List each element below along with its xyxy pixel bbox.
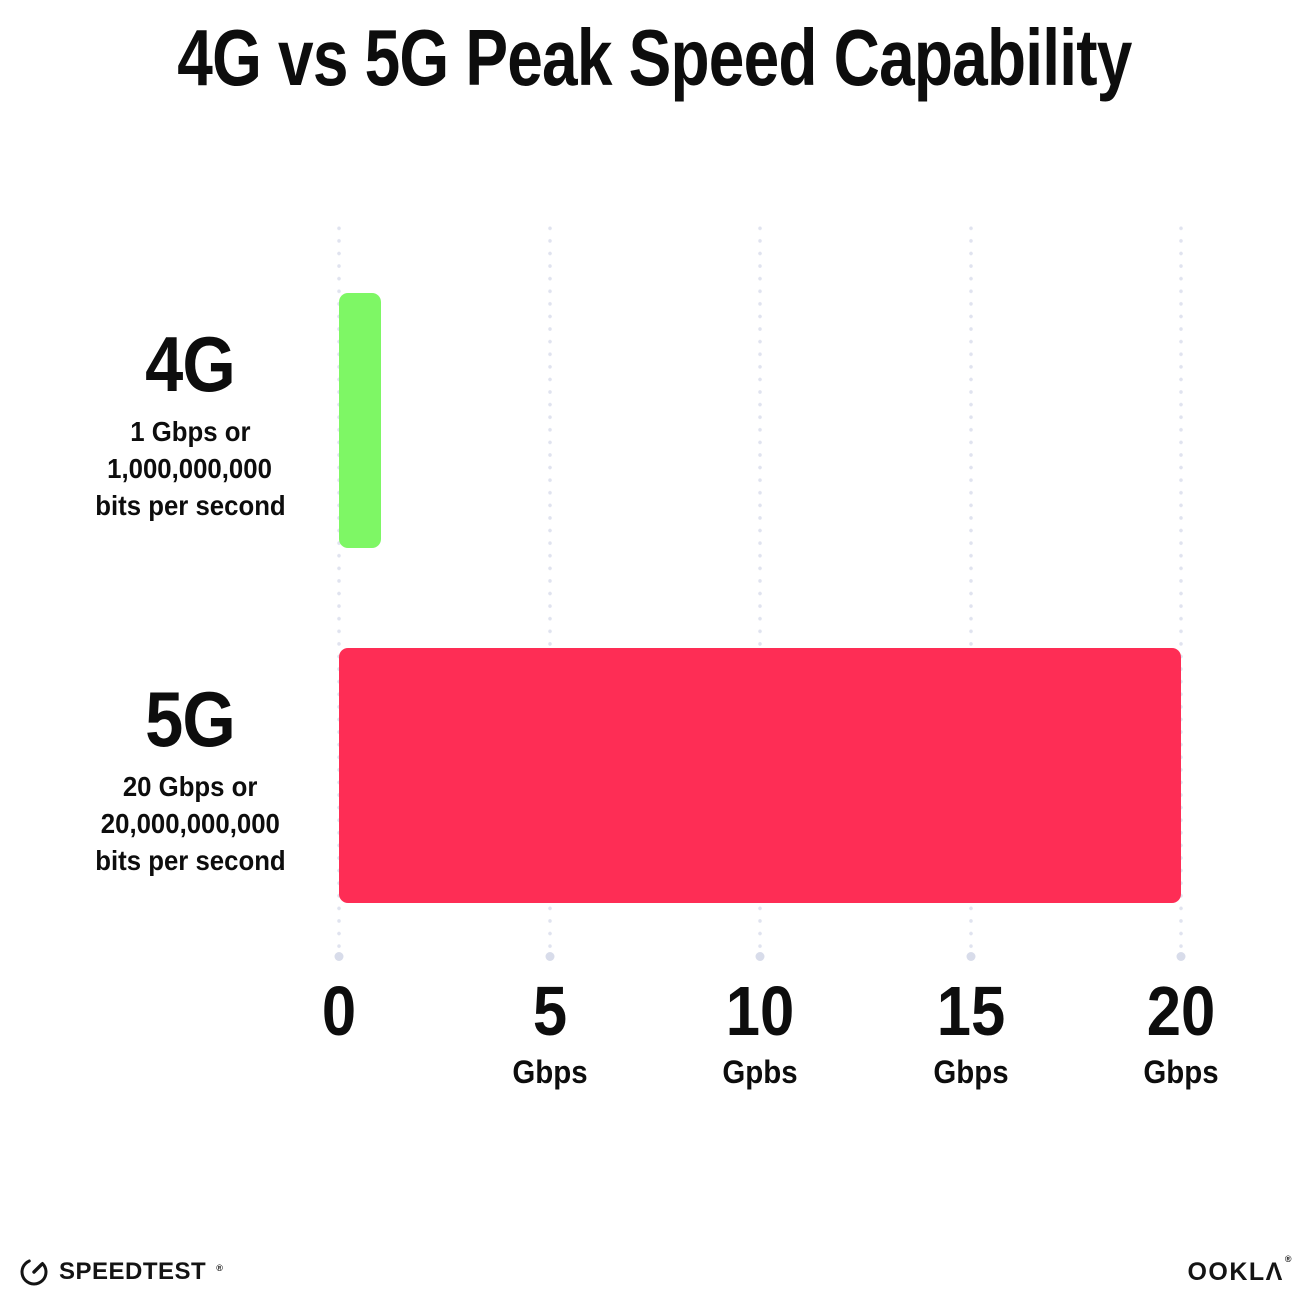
x-tick-15: 15 Gbps (930, 976, 1012, 1088)
description-line: 1 Gbps or (28, 413, 352, 450)
ookla-trademark: ® (1284, 1254, 1293, 1264)
chart-title: 4G vs 5G Peak Speed Capability (0, 16, 1308, 100)
gridline-15 (966, 222, 975, 961)
category-name-5g: 5G (28, 680, 352, 758)
x-tick-5: 5 Gbps (509, 976, 591, 1088)
description-line-text: bits per second (94, 490, 286, 521)
speedtest-logo: SPEEDTEST ® (18, 1256, 223, 1288)
x-tick-unit: Gbps (511, 1054, 588, 1090)
description-line: 20,000,000,000 (28, 805, 352, 842)
description-line-text: 1,000,000,000 (107, 453, 273, 484)
x-tick-unit: Gbps (932, 1054, 1009, 1090)
description-line-text: 20 Gbps or (122, 771, 258, 802)
x-tick-20: 20 Gbps (1140, 976, 1222, 1088)
category-name-4g-text: 4G (145, 320, 236, 408)
description-line: 1,000,000,000 (28, 450, 352, 487)
ookla-wordmark: OOKLΛ (1187, 1258, 1284, 1286)
x-tick-value: 5 (532, 972, 567, 1050)
description-line-text: 1 Gbps or (129, 416, 251, 447)
speedtest-gauge-icon (20, 1258, 48, 1286)
description-line-text: 20,000,000,000 (100, 808, 280, 839)
bar-4g (339, 293, 382, 548)
speedtest-trademark: ® (216, 1263, 223, 1273)
x-tick-10: 10 Gpbs (719, 976, 801, 1088)
gridline-20 (1176, 222, 1186, 961)
category-name-4g: 4G (28, 325, 352, 403)
bar-5g (339, 648, 1181, 903)
description-line: bits per second (28, 842, 352, 879)
description-line-text: bits per second (94, 845, 286, 876)
ookla-logo: OOKLΛ® (1187, 1254, 1292, 1287)
category-label-5g: 5G 20 Gbps or 20,000,000,000 bits per se… (28, 680, 352, 879)
category-description-4g: 1 Gbps or 1,000,000,000 bits per second (28, 413, 352, 524)
x-tick-value: 15 (936, 972, 1005, 1050)
category-description-5g: 20 Gbps or 20,000,000,000 bits per secon… (28, 768, 352, 879)
speedtest-wordmark: SPEEDTEST (59, 1258, 207, 1285)
x-tick-value: 0 (321, 972, 357, 1050)
x-axis: 0 5 Gbps 10 Gpbs 15 Gbps 20 Gbps (322, 976, 1219, 1116)
x-tick-unit: Gpbs (722, 1054, 798, 1090)
x-tick-value: 20 (1146, 972, 1216, 1050)
x-tick-0: 0 (320, 976, 359, 1046)
description-line: bits per second (28, 487, 352, 524)
gridline-0 (334, 222, 344, 961)
chart-title-text: 4G vs 5G Peak Speed Capability (176, 13, 1132, 102)
x-tick-unit: Gbps (1143, 1054, 1219, 1090)
category-label-4g: 4G 1 Gbps or 1,000,000,000 bits per seco… (28, 325, 352, 524)
x-tick-value: 10 (725, 972, 795, 1050)
description-line: 20 Gbps or (28, 768, 352, 805)
category-name-5g-text: 5G (145, 675, 236, 763)
gridline-10 (755, 222, 765, 961)
gridline-5 (545, 222, 554, 961)
plot-area (334, 222, 1186, 961)
